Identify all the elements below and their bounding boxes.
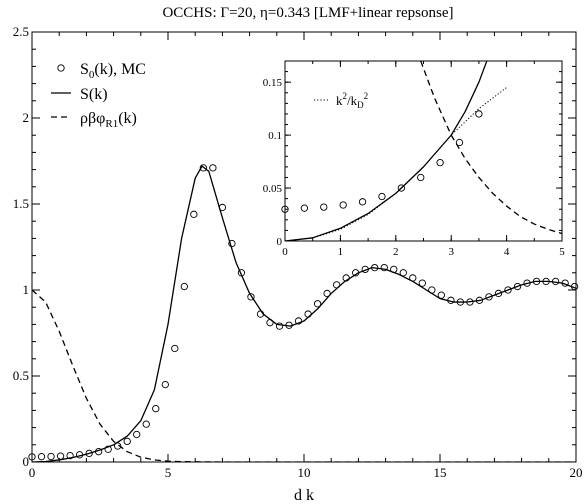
main-y-tick-label: 0 (23, 454, 30, 469)
main-line-s-k (32, 165, 576, 462)
main-point-s0-k-mc (152, 405, 160, 413)
main-point-s0-k-mc (142, 420, 150, 428)
main-series-layer (28, 164, 579, 462)
inset-point-s0-k-mc (358, 198, 367, 206)
inset-point-s0-k-mc (339, 201, 347, 209)
main-point-s0-k-mc (161, 380, 169, 389)
legend-label-mc-sub: 0 (89, 69, 95, 81)
main-point-s0-k-mc (171, 344, 179, 353)
main-y-tick-label: 1 (23, 282, 30, 297)
main-point-s0-k-mc (228, 239, 236, 248)
main-point-s0-k-mc (133, 430, 141, 439)
main-point-s0-k-mc (504, 286, 512, 294)
inset-point-s0-k-mc (300, 204, 309, 212)
legend-label-mc-main: S (80, 61, 89, 78)
legend-label-sk: S(k) (80, 86, 108, 103)
main-point-s0-k-mc (494, 289, 503, 298)
inset-legend-slash: /k (347, 93, 358, 108)
inset-frame (284, 60, 563, 242)
legend-label-phi-main: ρβφ (80, 110, 105, 127)
inset-legend-label-kk: k2/kD2 (336, 91, 368, 110)
inset-x-tick-label: 5 (559, 246, 565, 258)
legend-label-mc-rest: (k), MC (94, 61, 146, 78)
inset-point-s0-k-mc (397, 184, 405, 192)
legend-label-mc: S0(k), MC (80, 61, 146, 81)
inset-point-s0-k-mc (475, 110, 483, 118)
main-x-tick-label: 5 (165, 465, 172, 480)
main-point-s0-k-mc (513, 282, 522, 291)
main-point-s0-k-mc (418, 279, 426, 287)
inset-line-r1-k (420, 61, 562, 235)
main-x-tick-label: 15 (434, 465, 447, 480)
main-y-tick-label: 2 (23, 110, 30, 125)
main-point-s0-k-mc (190, 210, 198, 218)
main-y-tick-label: 0.5 (13, 368, 29, 383)
inset-axes: 0 1 2 3 4 5 0 0.05 0.1 0.15 (263, 60, 565, 258)
inset-point-s0-k-mc (417, 173, 425, 182)
inset-y-tick-label: 0 (277, 236, 283, 248)
x-axis-title: d k (294, 487, 314, 504)
main-point-s0-k-mc (199, 164, 208, 172)
inset-x-tick-label: 2 (393, 246, 399, 258)
inset-y-tick-label: 0.1 (268, 130, 282, 142)
legend-label-phi-rest: (k) (118, 110, 137, 127)
main-point-s0-k-mc (47, 452, 55, 461)
inset-line-s-k (285, 61, 488, 241)
inset-x-tick-label: 1 (338, 246, 344, 258)
main-point-s0-k-mc (313, 300, 322, 308)
main-x-tick-label: 0 (29, 465, 36, 480)
main-point-s0-k-mc (66, 451, 74, 460)
main-point-s0-k-mc (28, 453, 36, 461)
main-point-s0-k-mc (294, 317, 303, 325)
legend-marker-mc (57, 64, 65, 72)
inset-legend-sup1: 2 (343, 91, 348, 101)
inset-point-s0-k-mc (455, 138, 464, 147)
main-line-r1-k (32, 289, 576, 462)
main-point-s0-k-mc (247, 293, 255, 301)
main-point-s0-k-mc (104, 445, 112, 453)
inset-x-tick-label: 0 (282, 246, 288, 258)
main-point-s0-k-mc (304, 310, 312, 318)
inset-legend-sup2: 2 (364, 91, 369, 101)
inset-point-s0-k-mc (378, 192, 386, 201)
main-y-tick-label: 1.5 (13, 196, 29, 211)
inset-point-s0-k-mc (320, 203, 328, 211)
main-x-tick-label: 20 (570, 465, 583, 480)
main-point-s0-k-mc (85, 449, 93, 458)
legend-label-phi: ρβφR1(k) (80, 110, 137, 130)
chart-title: OCCHS: Γ=20, η=0.343 [LMF+linear repsons… (162, 5, 453, 21)
inset-point-s0-k-mc (281, 205, 289, 213)
inset-x-tick-label: 3 (448, 246, 454, 258)
inset-legend-sub: D (357, 100, 364, 110)
inset-x-tick-label: 4 (504, 246, 510, 258)
main-point-s0-k-mc (37, 453, 46, 461)
main-point-s0-k-mc (275, 322, 284, 330)
main-point-s0-k-mc (180, 282, 188, 291)
main-legend: S0(k), MC S(k) ρβφR1(k) (51, 61, 146, 130)
main-point-s0-k-mc (209, 164, 217, 172)
main-point-s0-k-mc (380, 263, 388, 272)
inset-legend-k: k (336, 93, 343, 108)
inset-point-s0-k-mc (436, 158, 444, 167)
inset-y-tick-label: 0.05 (263, 183, 283, 195)
main-y-tick-label: 2.5 (13, 24, 29, 39)
main-point-s0-k-mc (56, 452, 65, 460)
main-x-tick-label: 10 (298, 465, 311, 480)
main-point-s0-k-mc (123, 437, 131, 446)
inset-legend: k2/kD2 (314, 91, 368, 110)
main-point-s0-k-mc (323, 289, 331, 298)
main-point-s0-k-mc (485, 293, 493, 301)
legend-label-phi-sub: R1 (105, 118, 118, 130)
inset-y-tick-label: 0.15 (263, 77, 283, 89)
inset-series-layer (281, 61, 562, 241)
